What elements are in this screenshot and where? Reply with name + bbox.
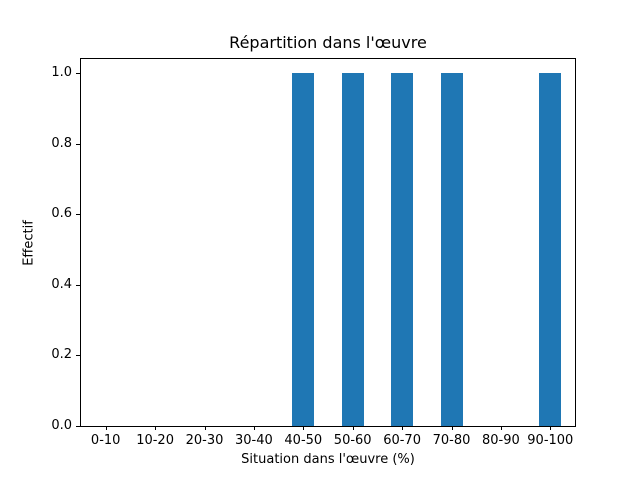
x-tick-label: 10-20 (136, 433, 174, 448)
x-tick (303, 426, 305, 430)
y-axis-label: Effectif (21, 220, 37, 266)
x-tick-label: 20-30 (185, 433, 224, 448)
x-tick (402, 426, 404, 430)
y-tick (76, 426, 80, 427)
x-tick-label: 80-90 (482, 433, 520, 448)
x-tick-label: 40-50 (284, 433, 323, 448)
x-tick (352, 426, 354, 430)
x-tick (204, 426, 206, 430)
x-axis-label: Situation dans l'œuvre (%) (241, 452, 415, 467)
y-tick-label: 0.0 (51, 418, 72, 433)
y-tick (76, 214, 80, 216)
x-tick-label: 90-100 (527, 433, 574, 448)
y-tick-label: 0.2 (51, 347, 72, 363)
bar-70-80 (440, 73, 463, 426)
y-tick-label: 0.4 (51, 276, 72, 292)
bar-60-70 (391, 73, 414, 426)
y-tick (76, 284, 80, 286)
y-tick (76, 355, 80, 357)
x-tick (500, 426, 502, 430)
chart-title: Répartition dans l'œuvre (229, 33, 427, 52)
x-tick-label: 0-10 (90, 433, 121, 448)
bar-40-50 (292, 73, 315, 426)
y-tick-label: 0.8 (51, 135, 72, 151)
plot-area (76, 58, 576, 430)
x-tick (253, 426, 255, 430)
bar-50-60 (341, 73, 364, 426)
y-tick (76, 143, 80, 145)
y-tick-label: 0.6 (51, 206, 72, 222)
x-tick-label: 70-80 (432, 433, 471, 448)
x-tick (105, 426, 107, 430)
x-tick (451, 426, 453, 430)
x-tick (155, 426, 157, 430)
x-tick (550, 426, 552, 430)
y-tick (76, 73, 80, 75)
bar-90-100 (539, 73, 562, 426)
x-tick-label: 50-60 (333, 433, 372, 448)
x-tick-label: 30-40 (235, 433, 273, 448)
y-tick-label: 1.0 (51, 65, 72, 81)
x-tick-label: 60-70 (383, 433, 421, 448)
